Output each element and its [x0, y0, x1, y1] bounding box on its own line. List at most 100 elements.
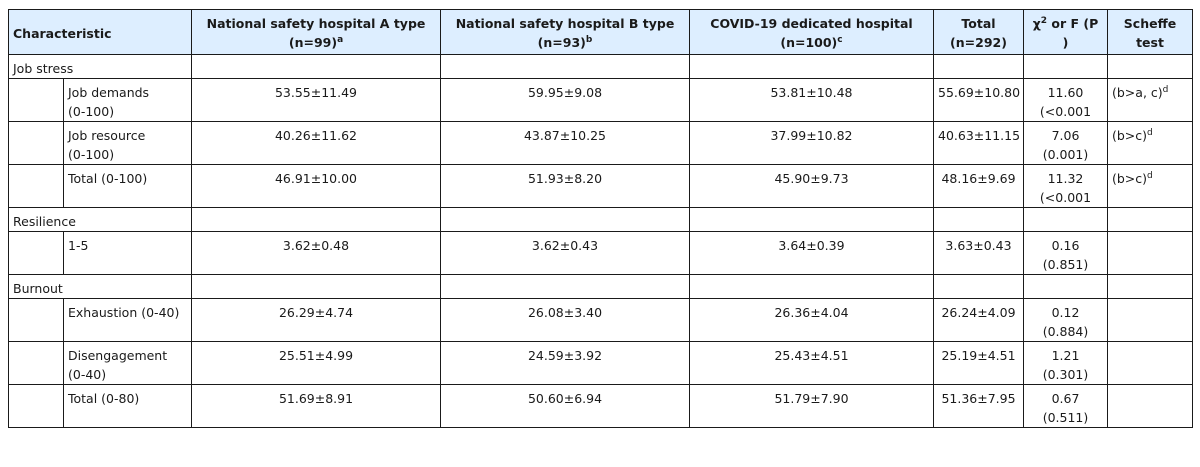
scheffe-cell [1107, 298, 1193, 342]
table-row: Exhaustion (0-40) 26.29±4.74 26.08±3.40 26.… [8, 298, 1193, 342]
empty-cell [689, 274, 934, 299]
empty-cell [689, 207, 934, 232]
value-cell-c: 37.99±10.82 [689, 121, 934, 165]
empty-cell [191, 207, 441, 232]
scheffe-cell [1107, 231, 1193, 275]
indent-cell [8, 121, 64, 165]
empty-cell [440, 54, 690, 79]
value-cell-b: 59.95±9.08 [440, 78, 690, 122]
empty-cell [933, 274, 1024, 299]
scheffe-cell [1107, 384, 1193, 428]
indent-cell [8, 164, 64, 208]
scheffe-result: (b>c) [1112, 128, 1148, 143]
table-row: Disengagement (0-40) 25.51±4.99 24.59±3.92 2… [8, 341, 1193, 385]
header-characteristic: Characteristic [8, 9, 192, 55]
row-label-line1: Exhaustion (0-40) [68, 305, 180, 320]
table-row: 1-5 3.62±0.48 3.62±0.43 3.64±0.39 3.63±0.43 0… [8, 231, 1193, 275]
row-label: Total (0-80) [63, 384, 192, 428]
group-header-row: Burnout [8, 274, 1193, 299]
empty-cell [1107, 207, 1193, 232]
row-label-line1: Total (0-100) [68, 171, 148, 186]
indent-cell [8, 78, 64, 122]
scheffe-cell: (b>c)d [1107, 121, 1193, 165]
table-row: Job demands (0-100) 53.55±11.49 59.95±9.08 5… [8, 78, 1193, 122]
empty-cell [1107, 54, 1193, 79]
row-label-line2: (0-100) [68, 147, 115, 162]
header-covid-hospital: COVID-19 dedicated hospital (n=100)c [689, 9, 934, 55]
value-cell-total: 55.69±10.80 [933, 78, 1024, 122]
value-cell-c: 3.64±0.39 [689, 231, 934, 275]
value-cell-b: 50.60±6.94 [440, 384, 690, 428]
results-table: Characteristic National safety hospital … [8, 9, 1193, 428]
value-cell-b: 26.08±3.40 [440, 298, 690, 342]
empty-cell [689, 54, 934, 79]
row-label-line1: Job resource [68, 128, 146, 143]
row-label: Exhaustion (0-40) [63, 298, 192, 342]
indent-cell [8, 341, 64, 385]
row-label-line2: (0-40) [68, 367, 107, 382]
group-header-row: Job stress [8, 54, 1193, 79]
empty-cell [1023, 274, 1108, 299]
scheffe-footnote-mark: d [1147, 171, 1153, 181]
p-value: (<0.001 [1039, 104, 1092, 119]
header-hospital-a: National safety hospital A type (n=99)a [191, 9, 441, 55]
header-row: Characteristic National safety hospital … [8, 9, 1193, 55]
row-label: Job demands (0-100) [63, 78, 192, 122]
value-cell-total: 48.16±9.69 [933, 164, 1024, 208]
value-cell-total: 26.24±4.09 [933, 298, 1024, 342]
value-cell-a: 51.69±8.91 [191, 384, 441, 428]
empty-cell [1107, 274, 1193, 299]
p-value: (0.301) [1042, 367, 1089, 382]
indent-cell [8, 298, 64, 342]
statistic-cell: 7.06 (0.001) [1023, 121, 1108, 165]
table-row: Total (0-100) 46.91±10.00 51.93±8.20 45.90±… [8, 164, 1193, 208]
header-scheffe: Scheffe test [1107, 9, 1193, 55]
statistic-cell: 0.12 (0.884) [1023, 298, 1108, 342]
header-statistic: χ2 or F (P) [1023, 9, 1108, 55]
value-cell-a: 40.26±11.62 [191, 121, 441, 165]
group-label: Resilience [8, 207, 192, 232]
value-cell-a: 26.29±4.74 [191, 298, 441, 342]
value-cell-a: 25.51±4.99 [191, 341, 441, 385]
statistic-value: 0.67 [1051, 391, 1080, 406]
statistic-value: 11.60 [1047, 85, 1084, 100]
empty-cell [191, 274, 441, 299]
indent-cell [8, 384, 64, 428]
value-cell-total: 25.19±4.51 [933, 341, 1024, 385]
statistic-value: 0.12 [1051, 305, 1080, 320]
scheffe-cell: (b>a, c)d [1107, 78, 1193, 122]
header-total: Total (n=292) [933, 9, 1024, 55]
statistic-cell: 0.67 (0.511) [1023, 384, 1108, 428]
value-cell-b: 3.62±0.43 [440, 231, 690, 275]
value-cell-c: 53.81±10.48 [689, 78, 934, 122]
scheffe-cell [1107, 341, 1193, 385]
statistic-cell: 0.16 (0.851) [1023, 231, 1108, 275]
scheffe-footnote-mark: d [1147, 128, 1153, 138]
value-cell-b: 43.87±10.25 [440, 121, 690, 165]
statistic-value: 0.16 [1051, 238, 1080, 253]
scheffe-cell: (b>c)d [1107, 164, 1193, 208]
group-header-row: Resilience [8, 207, 1193, 232]
table-row: Job resource (0-100) 40.26±11.62 43.87±10.2… [8, 121, 1193, 165]
row-label-line1: Total (0-80) [68, 391, 140, 406]
indent-cell [8, 231, 64, 275]
table-body: Job stress Job demands (0-100) 53.55±11.49 5… [8, 54, 1193, 428]
row-label-line1: Disengagement [68, 348, 168, 363]
statistic-value: 11.32 [1047, 171, 1084, 186]
header-hospital-b: National safety hospital B type (n=93)b [440, 9, 690, 55]
p-value: (0.851) [1042, 257, 1089, 272]
value-cell-b: 24.59±3.92 [440, 341, 690, 385]
row-label-line1: Job demands [68, 85, 150, 100]
empty-cell [933, 54, 1024, 79]
p-value: (0.884) [1042, 324, 1089, 339]
statistic-value: 7.06 [1051, 128, 1080, 143]
scheffe-result: (b>a, c) [1112, 85, 1163, 100]
value-cell-a: 53.55±11.49 [191, 78, 441, 122]
value-cell-total: 3.63±0.43 [933, 231, 1024, 275]
empty-cell [1023, 54, 1108, 79]
statistic-value: 1.21 [1051, 348, 1080, 363]
group-label: Burnout [8, 274, 192, 299]
value-cell-total: 51.36±7.95 [933, 384, 1024, 428]
empty-cell [440, 274, 690, 299]
scheffe-footnote-mark: d [1162, 85, 1169, 95]
